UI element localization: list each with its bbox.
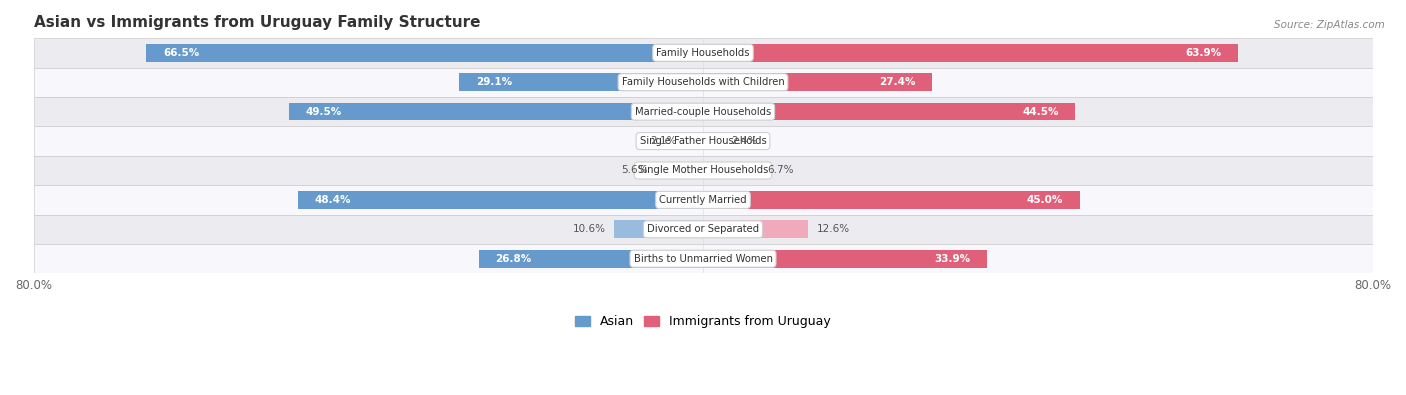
Bar xyxy=(34,126,1372,156)
Text: 29.1%: 29.1% xyxy=(477,77,512,87)
Bar xyxy=(34,68,1372,97)
Bar xyxy=(703,103,1076,120)
Bar xyxy=(34,97,1372,126)
Bar xyxy=(288,103,703,120)
Text: Single Mother Households: Single Mother Households xyxy=(638,166,768,175)
Bar xyxy=(703,220,808,238)
Text: Family Households: Family Households xyxy=(657,48,749,58)
Bar xyxy=(703,191,1080,209)
Bar xyxy=(703,132,723,150)
Bar xyxy=(657,162,703,179)
Bar xyxy=(703,73,932,91)
Text: 49.5%: 49.5% xyxy=(305,107,342,117)
Bar xyxy=(614,220,703,238)
Text: Source: ZipAtlas.com: Source: ZipAtlas.com xyxy=(1274,20,1385,30)
Bar xyxy=(478,250,703,267)
Legend: Asian, Immigrants from Uruguay: Asian, Immigrants from Uruguay xyxy=(569,310,837,333)
Bar xyxy=(703,44,1237,62)
Text: 5.6%: 5.6% xyxy=(621,166,648,175)
Bar xyxy=(34,38,1372,68)
Text: 66.5%: 66.5% xyxy=(163,48,200,58)
Text: 26.8%: 26.8% xyxy=(495,254,531,264)
Text: 12.6%: 12.6% xyxy=(817,224,851,234)
Text: Married-couple Households: Married-couple Households xyxy=(636,107,770,117)
Text: Births to Unmarried Women: Births to Unmarried Women xyxy=(634,254,772,264)
Text: 10.6%: 10.6% xyxy=(572,224,606,234)
Text: Divorced or Separated: Divorced or Separated xyxy=(647,224,759,234)
Bar xyxy=(686,132,703,150)
Text: Asian vs Immigrants from Uruguay Family Structure: Asian vs Immigrants from Uruguay Family … xyxy=(34,15,479,30)
Bar xyxy=(703,162,759,179)
Bar xyxy=(460,73,703,91)
Text: Family Households with Children: Family Households with Children xyxy=(621,77,785,87)
Text: 44.5%: 44.5% xyxy=(1022,107,1059,117)
Text: 45.0%: 45.0% xyxy=(1026,195,1063,205)
Text: 6.7%: 6.7% xyxy=(768,166,794,175)
Bar xyxy=(34,214,1372,244)
Bar xyxy=(34,185,1372,214)
Text: 2.4%: 2.4% xyxy=(731,136,758,146)
Bar xyxy=(34,244,1372,273)
Bar xyxy=(146,44,703,62)
Text: 33.9%: 33.9% xyxy=(934,254,970,264)
Bar xyxy=(298,191,703,209)
Bar xyxy=(34,156,1372,185)
Text: 27.4%: 27.4% xyxy=(879,77,915,87)
Text: 48.4%: 48.4% xyxy=(315,195,352,205)
Text: Single Father Households: Single Father Households xyxy=(640,136,766,146)
Text: 63.9%: 63.9% xyxy=(1185,48,1220,58)
Text: Currently Married: Currently Married xyxy=(659,195,747,205)
Bar xyxy=(703,250,987,267)
Text: 2.1%: 2.1% xyxy=(651,136,678,146)
